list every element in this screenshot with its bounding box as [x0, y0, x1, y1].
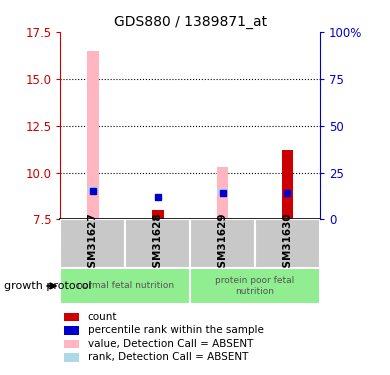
- Text: percentile rank within the sample: percentile rank within the sample: [88, 326, 264, 335]
- Bar: [190, 219, 255, 268]
- Text: value, Detection Call = ABSENT: value, Detection Call = ABSENT: [88, 339, 253, 349]
- Bar: [152, 210, 163, 219]
- Bar: [60, 268, 190, 304]
- Text: GSM31629: GSM31629: [218, 213, 227, 275]
- Bar: [87, 187, 99, 191]
- Bar: [190, 268, 320, 304]
- Text: count: count: [88, 312, 117, 322]
- Bar: [282, 150, 293, 219]
- Text: protein poor fetal
nutrition: protein poor fetal nutrition: [215, 276, 294, 296]
- Bar: [217, 167, 229, 219]
- Text: rank, Detection Call = ABSENT: rank, Detection Call = ABSENT: [88, 352, 248, 362]
- Title: GDS880 / 1389871_at: GDS880 / 1389871_at: [113, 15, 267, 30]
- Bar: [125, 219, 190, 268]
- Text: GSM31627: GSM31627: [88, 212, 98, 275]
- Bar: [217, 189, 229, 193]
- Text: growth protocol: growth protocol: [4, 281, 92, 291]
- Bar: [87, 51, 99, 219]
- Text: GSM31630: GSM31630: [282, 212, 292, 275]
- Bar: [255, 219, 320, 268]
- Bar: [60, 219, 125, 268]
- Text: GSM31628: GSM31628: [153, 212, 163, 275]
- Text: normal fetal nutrition: normal fetal nutrition: [77, 281, 174, 290]
